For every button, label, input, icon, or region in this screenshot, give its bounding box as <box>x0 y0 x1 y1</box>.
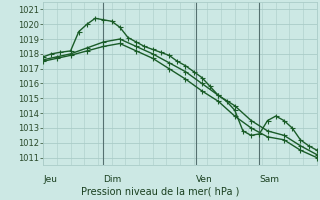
Text: Ven: Ven <box>196 175 213 184</box>
Text: Dim: Dim <box>103 175 122 184</box>
Text: Pression niveau de la mer( hPa ): Pression niveau de la mer( hPa ) <box>81 186 239 196</box>
Text: Sam: Sam <box>259 175 279 184</box>
Text: Jeu: Jeu <box>43 175 57 184</box>
